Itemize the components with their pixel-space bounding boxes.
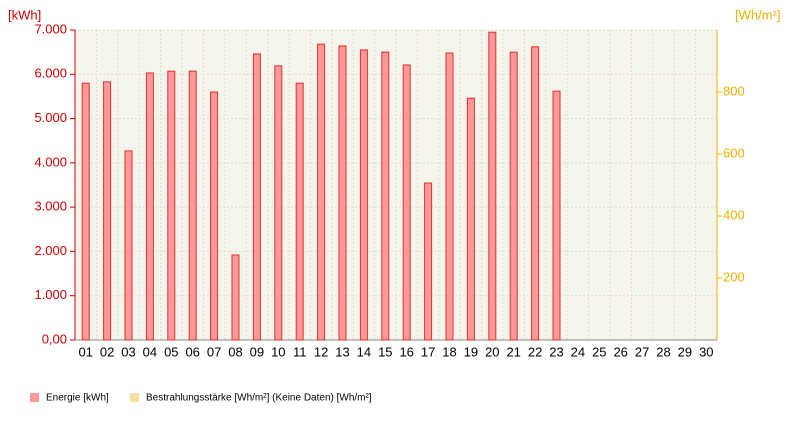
- x-tick-label: 12: [314, 344, 328, 359]
- bar: [231, 254, 240, 341]
- x-tick-label: 11: [293, 344, 307, 359]
- y2-tick-label: 400: [723, 207, 745, 222]
- bar: [359, 49, 368, 341]
- bar: [167, 70, 176, 341]
- bar: [488, 31, 497, 341]
- y-tick-label: 2.000: [34, 243, 67, 258]
- y-tick-label: 6.000: [34, 66, 67, 81]
- bar: [274, 65, 283, 341]
- y2-tick-label: 600: [723, 145, 745, 160]
- x-tick-label: 07: [207, 344, 221, 359]
- x-tick-label: 03: [121, 344, 135, 359]
- x-tick-label: 16: [399, 344, 413, 359]
- bar: [466, 97, 475, 341]
- bar: [509, 51, 518, 341]
- x-tick-label: 04: [143, 344, 157, 359]
- x-tick-label: 24: [571, 344, 585, 359]
- bar: [81, 82, 90, 341]
- bar: [445, 52, 454, 341]
- legend-label: Energie [kWh]: [46, 393, 109, 404]
- x-tick-label: 08: [228, 344, 242, 359]
- x-tick-label: 23: [549, 344, 563, 359]
- x-tick-label: 09: [250, 344, 264, 359]
- x-tick-label: 28: [656, 344, 670, 359]
- x-tick-label: 27: [635, 344, 649, 359]
- x-tick-label: 10: [271, 344, 285, 359]
- bar: [552, 90, 561, 341]
- bar: [402, 64, 411, 341]
- bar: [210, 91, 219, 341]
- x-tick-label: 30: [699, 344, 713, 359]
- legend-swatch: [30, 393, 39, 402]
- y-tick-label: 1.000: [34, 287, 67, 302]
- bar: [381, 51, 390, 341]
- bar: [424, 182, 433, 341]
- x-tick-label: 13: [335, 344, 349, 359]
- x-tick-label: 06: [185, 344, 199, 359]
- x-tick-label: 05: [164, 344, 178, 359]
- y2-axis-label: [Wh/m²]: [735, 7, 781, 22]
- y-tick-label: 7.000: [34, 21, 67, 36]
- x-tick-label: 22: [528, 344, 542, 359]
- bar: [124, 150, 133, 341]
- bar: [145, 72, 154, 341]
- x-tick-label: 25: [592, 344, 606, 359]
- bar: [531, 46, 540, 341]
- x-tick-label: 29: [678, 344, 692, 359]
- x-tick-label: 01: [78, 344, 92, 359]
- bar: [188, 70, 197, 341]
- x-tick-label: 26: [613, 344, 627, 359]
- x-tick-label: 21: [506, 344, 520, 359]
- x-tick-label: 18: [442, 344, 456, 359]
- y-tick-label: 0,00: [42, 331, 67, 346]
- x-tick-label: 17: [421, 344, 435, 359]
- y-tick-label: 4.000: [34, 154, 67, 169]
- x-tick-label: 20: [485, 344, 499, 359]
- x-tick-label: 14: [357, 344, 371, 359]
- y-axis-label: [kWh]: [8, 7, 41, 22]
- x-tick-label: 02: [100, 344, 114, 359]
- bar: [338, 45, 347, 341]
- y2-tick-label: 200: [723, 269, 745, 284]
- plot-background: [75, 30, 717, 340]
- bar: [295, 82, 304, 341]
- bar: [252, 53, 261, 341]
- legend-label: Bestrahlungsstärke [Wh/m²] (Keine Daten)…: [146, 393, 372, 404]
- bar: [103, 81, 112, 341]
- x-tick-label: 19: [464, 344, 478, 359]
- bar: [317, 43, 326, 341]
- y-tick-label: 5.000: [34, 110, 67, 125]
- y2-tick-label: 800: [723, 83, 745, 98]
- legend-swatch: [130, 393, 139, 402]
- y-tick-label: 3.000: [34, 199, 67, 214]
- x-tick-label: 15: [378, 344, 392, 359]
